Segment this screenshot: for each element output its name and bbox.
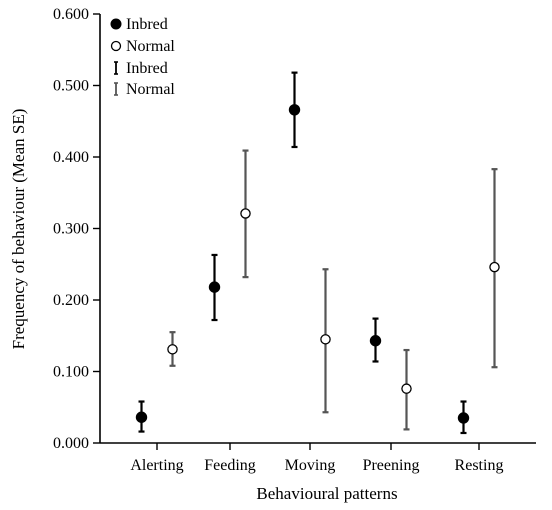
legend-errorbar-icon <box>114 61 118 75</box>
point-normal <box>489 261 500 273</box>
x-tick-label: Alerting <box>130 457 183 474</box>
x-ticks: Alerting Feeding Moving Preening Resting <box>130 443 503 474</box>
point-normal <box>167 344 178 355</box>
x-tick-label: Feeding <box>204 457 256 474</box>
point-inbred <box>288 104 301 116</box>
point-inbred <box>135 411 148 423</box>
legend-label: Normal <box>126 38 175 55</box>
y-tick-label: 0.000 <box>53 435 89 452</box>
point-normal <box>320 334 331 345</box>
axes <box>99 14 536 444</box>
legend: Inbred Normal Inbred Normal <box>110 16 175 98</box>
legend-open-circle-icon <box>110 40 122 52</box>
point-normal <box>240 208 251 219</box>
data-marks <box>135 71 500 435</box>
legend-filled-circle-icon <box>110 18 122 30</box>
point-inbred <box>369 335 382 347</box>
point-inbred <box>457 412 470 424</box>
x-axis-label: Behavioural patterns <box>256 484 397 503</box>
y-ticks: 0.000 0.100 0.200 0.300 0.400 0.500 0.600 <box>53 6 100 452</box>
x-tick-label: Preening <box>363 457 420 474</box>
y-tick-label: 0.400 <box>53 149 89 166</box>
y-tick-label: 0.300 <box>53 221 89 238</box>
y-tick-label: 0.200 <box>53 292 89 309</box>
legend-label: Inbred <box>126 16 168 33</box>
y-tick-label: 0.500 <box>53 78 89 95</box>
x-tick-label: Moving <box>285 457 336 474</box>
y-tick-label: 0.600 <box>53 6 89 23</box>
legend-label: Normal <box>126 81 175 98</box>
legend-errorbar-icon <box>114 82 118 96</box>
point-normal <box>401 383 412 394</box>
x-tick-label: Resting <box>455 457 504 474</box>
y-tick-label: 0.100 <box>53 364 89 381</box>
point-inbred <box>208 281 221 293</box>
y-axis-label: Frequency of behaviour (Mean SE) <box>9 109 28 350</box>
legend-label: Inbred <box>126 60 168 77</box>
